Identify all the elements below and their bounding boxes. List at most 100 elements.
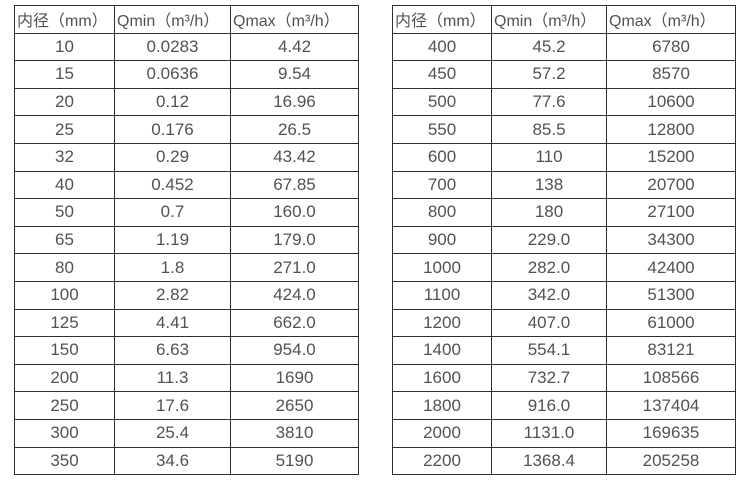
header-qmax_m3h: Qmax（m³/h） — [230, 5, 359, 34]
diameter-cell: 40 — [14, 170, 115, 200]
qmax-cell: 271.0 — [230, 253, 359, 282]
diameter-cell: 600 — [392, 142, 492, 172]
table-row: 1000 282.0 42400 — [392, 253, 736, 282]
diameter-cell: 1800 — [392, 391, 492, 420]
table-row: 20 0.12 16.96 — [14, 87, 359, 117]
qmin-cell: 342.0 — [491, 280, 607, 310]
qmax-cell: 1690 — [230, 363, 359, 393]
qmax-cell: 160.0 — [230, 198, 359, 227]
qmax-cell: 43.42 — [230, 142, 359, 172]
qmax-cell: 424.0 — [230, 280, 359, 310]
table-row: 700 138 20700 — [392, 170, 736, 200]
qmax-cell: 42400 — [606, 253, 736, 282]
qmax-cell: 8570 — [606, 60, 736, 89]
qmax-cell: 169635 — [606, 418, 736, 448]
qmin-cell: 282.0 — [491, 253, 607, 282]
qmax-cell: 10600 — [606, 87, 736, 117]
diameter-cell: 15 — [14, 60, 115, 89]
qmin-cell: 554.1 — [491, 336, 607, 365]
table-row: 2200 1368.4 205258 — [392, 446, 736, 476]
qmax-cell: 9.54 — [230, 60, 359, 89]
diameter-cell: 125 — [14, 308, 115, 338]
table-row: 25 0.176 26.5 — [14, 115, 359, 144]
diameter-cell: 550 — [392, 115, 492, 144]
header-qmax_m3h: Qmax（m³/h） — [606, 5, 736, 34]
header-qmin_m3h: Qmin（m³/h） — [491, 5, 607, 34]
diameter-cell: 2200 — [392, 446, 492, 476]
diameter-cell: 2000 — [392, 418, 492, 448]
diameter-cell: 80 — [14, 253, 115, 282]
table-row: 2000 1131.0 169635 — [392, 418, 736, 448]
header-qmin_m3h: Qmin（m³/h） — [114, 5, 231, 34]
diameter-cell: 450 — [392, 60, 492, 89]
qmin-cell: 0.176 — [114, 115, 231, 144]
diameter-cell: 1000 — [392, 253, 492, 282]
table-row: 300 25.4 3810 — [14, 418, 359, 448]
qmin-cell: 916.0 — [491, 391, 607, 420]
table-row: 500 77.6 10600 — [392, 87, 736, 117]
diameter-cell: 400 — [392, 32, 492, 62]
qmin-cell: 0.0283 — [114, 32, 231, 62]
table-row: 10 0.0283 4.42 — [14, 32, 359, 62]
diameter-cell: 50 — [14, 198, 115, 227]
qmin-cell: 11.3 — [114, 363, 231, 393]
qmax-cell: 4.42 — [230, 32, 359, 62]
qmax-cell: 954.0 — [230, 336, 359, 365]
table-row: 400 45.2 6780 — [392, 32, 736, 62]
qmin-cell: 17.6 — [114, 391, 231, 420]
diameter-cell: 150 — [14, 336, 115, 365]
qmax-cell: 51300 — [606, 280, 736, 310]
qmax-cell: 12800 — [606, 115, 736, 144]
diameter-cell: 500 — [392, 87, 492, 117]
qmin-cell: 2.82 — [114, 280, 231, 310]
qmax-cell: 662.0 — [230, 308, 359, 338]
qmax-cell: 15200 — [606, 142, 736, 172]
qmax-cell: 27100 — [606, 198, 736, 227]
table-row: 80 1.8 271.0 — [14, 253, 359, 282]
qmin-cell: 34.6 — [114, 446, 231, 476]
table-row: 250 17.6 2650 — [14, 391, 359, 420]
diameter-cell: 32 — [14, 142, 115, 172]
table-row: 125 4.41 662.0 — [14, 308, 359, 338]
table-row: 65 1.19 179.0 — [14, 225, 359, 255]
qmin-cell: 77.6 — [491, 87, 607, 117]
qmin-cell: 0.452 — [114, 170, 231, 200]
table-row: 100 2.82 424.0 — [14, 280, 359, 310]
diameter-cell: 100 — [14, 280, 115, 310]
qmax-cell: 6780 — [606, 32, 736, 62]
qmax-cell: 108566 — [606, 363, 736, 393]
qmin-cell: 229.0 — [491, 225, 607, 255]
diameter-cell: 300 — [14, 418, 115, 448]
qmin-cell: 25.4 — [114, 418, 231, 448]
qmin-cell: 85.5 — [491, 115, 607, 144]
table-row: 1200 407.0 61000 — [392, 308, 736, 338]
qmax-cell: 20700 — [606, 170, 736, 200]
qmin-cell: 732.7 — [491, 363, 607, 393]
flow-range-table-small-diameters: 内径（mm） Qmin（m³/h） Qmax（m³/h） 10 0.0283 4.42 15… — [14, 5, 359, 476]
qmax-cell: 179.0 — [230, 225, 359, 255]
diameter-cell: 1600 — [392, 363, 492, 393]
diameter-cell: 65 — [14, 225, 115, 255]
table-row: 1600 732.7 108566 — [392, 363, 736, 393]
qmax-cell: 205258 — [606, 446, 736, 476]
qmin-cell: 1131.0 — [491, 418, 607, 448]
diameter-cell: 25 — [14, 115, 115, 144]
diameter-cell: 1100 — [392, 280, 492, 310]
qmax-cell: 137404 — [606, 391, 736, 420]
qmin-cell: 1.19 — [114, 225, 231, 255]
diameter-cell: 700 — [392, 170, 492, 200]
qmin-cell: 1.8 — [114, 253, 231, 282]
header-row: 内径（mm） Qmin（m³/h） Qmax（m³/h） — [392, 5, 736, 34]
qmin-cell: 45.2 — [491, 32, 607, 62]
qmin-cell: 180 — [491, 198, 607, 227]
qmax-cell: 3810 — [230, 418, 359, 448]
table-row: 1400 554.1 83121 — [392, 336, 736, 365]
table-row: 32 0.29 43.42 — [14, 142, 359, 172]
qmax-cell: 5190 — [230, 446, 359, 476]
table-row: 600 110 15200 — [392, 142, 736, 172]
diameter-cell: 20 — [14, 87, 115, 117]
qmax-cell: 16.96 — [230, 87, 359, 117]
qmin-cell: 0.0636 — [114, 60, 231, 89]
table-row: 800 180 27100 — [392, 198, 736, 227]
